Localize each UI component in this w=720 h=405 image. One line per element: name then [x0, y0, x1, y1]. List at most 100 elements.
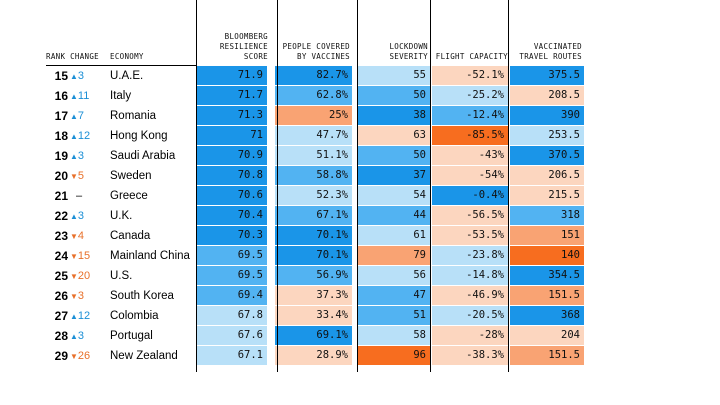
cell-flight-capacity: -0.4%: [432, 186, 508, 205]
cell-resilience-score: 67.8: [196, 306, 267, 325]
economy-name: Portugal: [110, 330, 153, 342]
cell-vaccinated-travel-routes: 370.5: [510, 146, 584, 165]
rank-number: 26: [54, 289, 68, 303]
table-row: 25 ▼20 U.S. 69.5 56.9% 56 -14.8% 354.5: [44, 266, 584, 286]
arrow-up-icon: ▲: [70, 112, 78, 121]
economy-name: U.S.: [110, 270, 133, 282]
economy-name: Romania: [110, 110, 157, 122]
arrow-up-icon: ▲: [70, 92, 78, 101]
cell-resilience-score: 67.6: [196, 326, 267, 345]
rank-change: ▼4: [70, 226, 98, 246]
rank-change-value: 26: [77, 350, 91, 362]
cell-resilience-score: 69.4: [196, 286, 267, 305]
cell-vaccinated-travel-routes: 151: [510, 226, 584, 245]
rank-change-value: 7: [77, 110, 85, 122]
rank-number: 17: [54, 109, 68, 123]
cell-people-covered-by-vaccines: 70.1%: [275, 246, 352, 265]
economy-name: U.K.: [110, 210, 133, 222]
cell-lockdown-severity: 44: [358, 206, 430, 225]
header-lockdown-severity: LOCKDOWN SEVERITY: [389, 42, 428, 61]
cell-resilience-score: 71.9: [196, 66, 267, 85]
cell-people-covered-by-vaccines: 82.7%: [275, 66, 352, 85]
cell-resilience-score: 70.8: [196, 166, 267, 185]
cell-flight-capacity: -52.1%: [432, 66, 508, 85]
cell-flight-capacity: -28%: [432, 326, 508, 345]
cell-resilience-score: 70.9: [196, 146, 267, 165]
cell-people-covered-by-vaccines: 52.3%: [275, 186, 352, 205]
table-row: 29 ▼26 New Zealand 67.1 28.9% 96 -38.3% 151.5: [44, 346, 584, 366]
economy-name: Greece: [110, 190, 148, 202]
cell-flight-capacity: -54%: [432, 166, 508, 185]
rank-change: ▲7: [70, 106, 98, 126]
cell-vaccinated-travel-routes: 390: [510, 106, 584, 125]
cell-vaccinated-travel-routes: 318: [510, 206, 584, 225]
cell-people-covered-by-vaccines: 62.8%: [275, 86, 352, 105]
cell-lockdown-severity: 58: [358, 326, 430, 345]
rank-number: 28: [54, 329, 68, 343]
cell-flight-capacity: -38.3%: [432, 346, 508, 365]
economy-name: Mainland China: [110, 250, 190, 262]
column-divider: [196, 0, 197, 372]
arrow-down-icon: ▼: [70, 252, 78, 261]
rank-change-value: 15: [77, 250, 91, 262]
rank-number: 29: [54, 349, 68, 363]
cell-flight-capacity: -56.5%: [432, 206, 508, 225]
cell-flight-capacity: -85.5%: [432, 126, 508, 145]
table-row: 26 ▼3 South Korea 69.4 37.3% 47 -46.9% 151.5: [44, 286, 584, 306]
rank-change: ▼5: [70, 166, 98, 186]
table-row: 16 ▲11 Italy 71.7 62.8% 50 -25.2% 208.5: [44, 86, 584, 106]
cell-people-covered-by-vaccines: 70.1%: [275, 226, 352, 245]
rank-number: 27: [54, 309, 68, 323]
cell-people-covered-by-vaccines: 28.9%: [275, 346, 352, 365]
rank-number: 22: [54, 209, 68, 223]
rank-number: 19: [54, 149, 68, 163]
cell-resilience-score: 71.7: [196, 86, 267, 105]
cell-flight-capacity: -53.5%: [432, 226, 508, 245]
cell-vaccinated-travel-routes: 354.5: [510, 266, 584, 285]
arrow-down-icon: ▼: [70, 272, 78, 281]
cell-people-covered-by-vaccines: 51.1%: [275, 146, 352, 165]
cell-vaccinated-travel-routes: 204: [510, 326, 584, 345]
header-flight-capacity: FLIGHT CAPACITY: [435, 52, 508, 61]
rank-change-value: 5: [77, 170, 85, 182]
header-divider: [46, 65, 196, 66]
cell-vaccinated-travel-routes: 208.5: [510, 86, 584, 105]
arrow-up-icon: ▲: [70, 212, 78, 221]
cell-people-covered-by-vaccines: 25%: [275, 106, 352, 125]
rank-change: ▼3: [70, 286, 98, 306]
rank-change: ▲3: [70, 66, 98, 86]
cell-lockdown-severity: 96: [358, 346, 430, 365]
arrow-down-icon: ▼: [70, 292, 78, 301]
cell-lockdown-severity: 56: [358, 266, 430, 285]
rank-change-value: 3: [77, 150, 85, 162]
rank-change-value: 3: [77, 330, 85, 342]
economy-name: Italy: [110, 90, 132, 102]
resilience-ranking-table: RANK CHANGE ECONOMY BLOOMBERG RESILIENCE…: [44, 0, 584, 372]
header-vaccinated-travel-routes: VACCINATED TRAVEL ROUTES: [519, 42, 582, 61]
rank-change: ▼15: [70, 246, 98, 266]
cell-flight-capacity: -25.2%: [432, 86, 508, 105]
cell-resilience-score: 71.3: [196, 106, 267, 125]
table-row: 20 ▼5 Sweden 70.8 58.8% 37 -54% 206.5: [44, 166, 584, 186]
table-row: 18 ▲12 Hong Kong 71 47.7% 63 -85.5% 253.5: [44, 126, 584, 146]
cell-people-covered-by-vaccines: 56.9%: [275, 266, 352, 285]
cell-lockdown-severity: 38: [358, 106, 430, 125]
arrow-up-icon: ▲: [70, 152, 78, 161]
economy-name: U.A.E.: [110, 70, 144, 82]
column-divider: [277, 0, 278, 372]
arrow-down-icon: ▼: [70, 352, 78, 361]
cell-people-covered-by-vaccines: 37.3%: [275, 286, 352, 305]
cell-resilience-score: 67.1: [196, 346, 267, 365]
economy-name: Canada: [110, 230, 151, 242]
table-row: 22 ▲3 U.K. 70.4 67.1% 44 -56.5% 318: [44, 206, 584, 226]
cell-lockdown-severity: 37: [358, 166, 430, 185]
cell-flight-capacity: -46.9%: [432, 286, 508, 305]
cell-lockdown-severity: 63: [358, 126, 430, 145]
cell-vaccinated-travel-routes: 151.5: [510, 286, 584, 305]
arrow-up-icon: ▲: [70, 312, 78, 321]
cell-vaccinated-travel-routes: 375.5: [510, 66, 584, 85]
rank-change: ▲12: [70, 306, 98, 326]
header-rank-change: RANK CHANGE: [46, 52, 99, 61]
cell-people-covered-by-vaccines: 58.8%: [275, 166, 352, 185]
cell-lockdown-severity: 61: [358, 226, 430, 245]
